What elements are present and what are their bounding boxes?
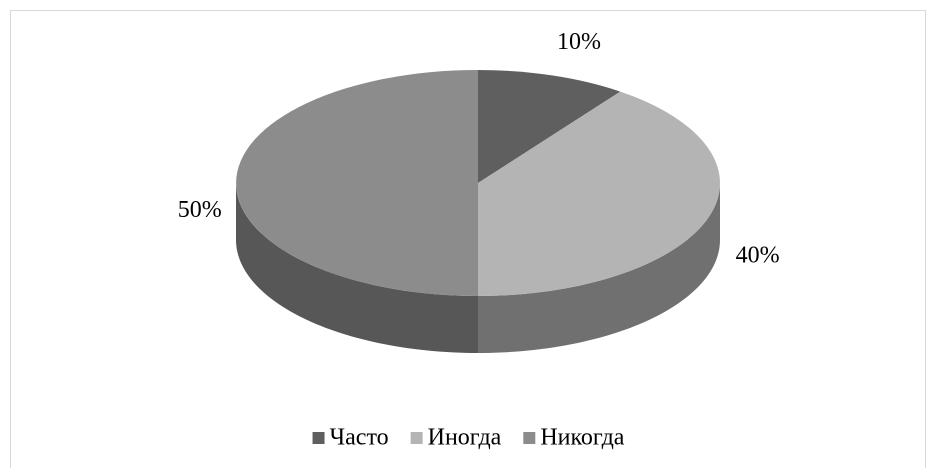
data-label: 10%: [557, 29, 601, 55]
data-label: 50%: [178, 197, 222, 223]
slice-side: [478, 183, 720, 353]
slice-side: [236, 183, 478, 353]
legend-label: Никогда: [540, 425, 624, 451]
slice: [478, 70, 621, 183]
data-label: 40%: [736, 242, 780, 268]
slice: [236, 70, 478, 296]
legend-marker: [312, 432, 325, 444]
slice: [478, 91, 720, 296]
legend-marker: [410, 432, 423, 444]
legend-marker: [523, 432, 536, 444]
legend-label: Иногда: [428, 425, 502, 451]
legend-label: Часто: [330, 425, 389, 451]
